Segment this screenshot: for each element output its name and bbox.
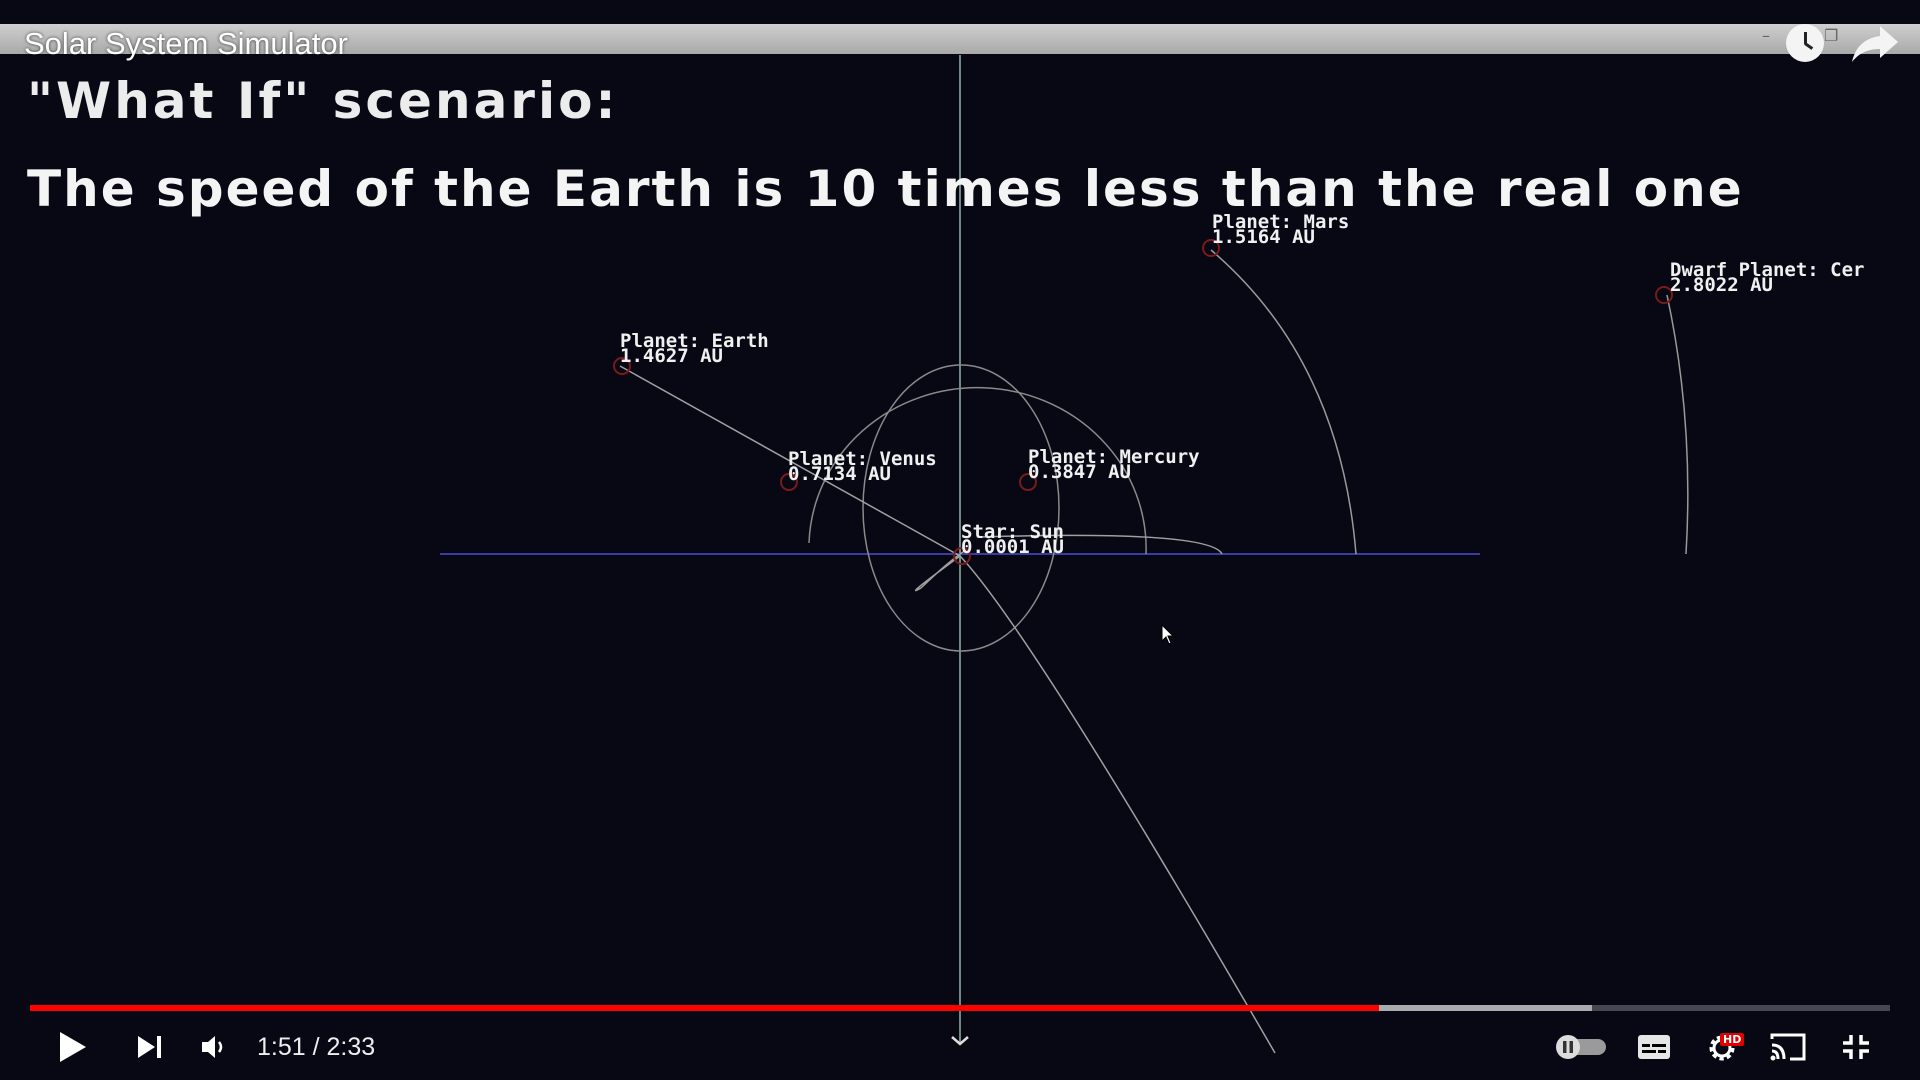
earth-marker: [613, 357, 631, 375]
label-earth: Planet: Earth 1.4627 AU: [620, 330, 769, 367]
subtitles-icon: [1638, 1035, 1670, 1059]
progress-played: [30, 1005, 1380, 1011]
mercury-marker: [1019, 473, 1037, 491]
play-icon: [60, 1032, 86, 1062]
share-icon[interactable]: [1850, 22, 1900, 66]
volume-button[interactable]: [200, 1034, 228, 1060]
progress-bar[interactable]: [30, 1005, 1890, 1011]
volume-icon: [202, 1036, 223, 1058]
label-mercury: Planet: Mercury 0.3847 AU: [1028, 446, 1200, 483]
earth-loop: [914, 549, 967, 592]
scenario-description: The speed of the Earth is 10 times less …: [27, 160, 1744, 218]
exit-fullscreen-button[interactable]: [1841, 1033, 1871, 1061]
mouse-cursor-icon: [1161, 624, 1175, 645]
label-ceres: Dwarf Planet: Cer 2.8022 AU: [1670, 259, 1865, 296]
mars-orbit: [1210, 249, 1357, 555]
mars-marker: [1202, 239, 1220, 257]
venus-marker: [780, 473, 798, 491]
simulator-window-title: Solar System Simulator: [24, 26, 348, 61]
exit-fullscreen-icon: [1843, 1035, 1869, 1059]
hd-badge: HD: [1720, 1033, 1745, 1046]
cast-icon: [1770, 1033, 1806, 1061]
window-restore-icon: ❐: [1824, 26, 1839, 45]
window-minimize-icon: –: [1762, 26, 1770, 45]
venus-orbit: [808, 387, 1147, 555]
label-sun: Star: Sun 0.0001 AU: [961, 521, 1064, 558]
next-icon: [138, 1036, 161, 1058]
earth-trajectory: [619, 365, 1276, 1054]
watch-later-icon[interactable]: [1786, 24, 1824, 62]
mercury-orbit: [862, 364, 1060, 652]
chevron-down-icon[interactable]: [948, 1032, 972, 1050]
autoplay-toggle-icon: [1556, 1035, 1606, 1059]
ceres-marker: [1655, 286, 1673, 304]
sun-wobble: [979, 534, 1223, 555]
scenario-heading: "What If" scenario:: [27, 72, 619, 130]
autoplay-toggle[interactable]: [1554, 1034, 1610, 1060]
play-button[interactable]: [58, 1030, 88, 1064]
sun-marker: [953, 547, 971, 565]
time-display: 1:51 / 2:33: [257, 1033, 376, 1061]
label-venus: Planet: Venus 0.7134 AU: [788, 448, 937, 485]
cast-button[interactable]: [1770, 1033, 1806, 1061]
next-button[interactable]: [136, 1034, 164, 1060]
subtitles-button[interactable]: [1637, 1033, 1671, 1061]
label-mars: Planet: Mars 1.5164 AU: [1212, 211, 1350, 248]
simulator-titlebar: [0, 24, 1920, 54]
ceres-orbit: [1666, 294, 1689, 555]
